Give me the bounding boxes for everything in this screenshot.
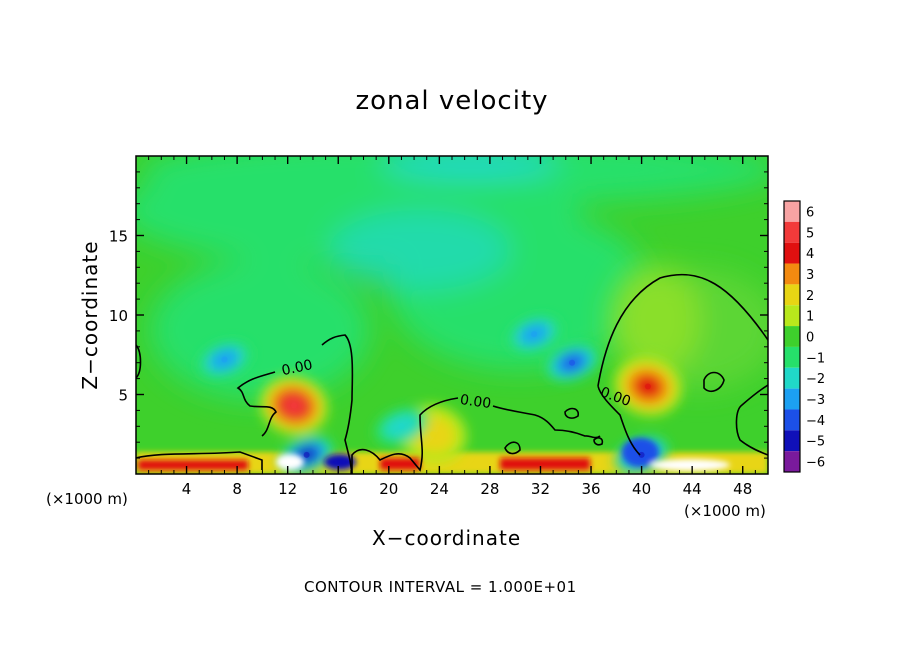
- feature-core-7: [638, 451, 645, 458]
- x-tick-label: 16: [329, 480, 348, 498]
- x-tick-label: 36: [581, 480, 600, 498]
- y-axis-label: Z−coordinate: [78, 240, 102, 390]
- x-unit-label-right: (×1000 m): [684, 502, 766, 520]
- feature-core-5: [569, 359, 576, 366]
- x-tick-label: 4: [182, 480, 192, 498]
- colorbar-swatch: [784, 388, 800, 410]
- colorbar-label: −2: [806, 372, 825, 387]
- y-tick-label: 15: [109, 228, 128, 246]
- x-tick-label: 24: [430, 480, 449, 498]
- colorbar-label: 2: [806, 289, 814, 304]
- colorbar-swatch: [784, 242, 800, 264]
- x-tick-label: 28: [480, 480, 499, 498]
- colorbar-label: −4: [806, 414, 825, 429]
- x-tick-label: 40: [632, 480, 651, 498]
- feature-core-8: [398, 423, 405, 430]
- x-tick-label: 20: [379, 480, 398, 498]
- anomaly-cores: [221, 331, 651, 458]
- feature-core-2: [430, 431, 437, 438]
- colorbar-swatch: [784, 409, 800, 431]
- chart-title: zonal velocity: [355, 86, 549, 116]
- x-tick-label: 12: [278, 480, 297, 498]
- colorbar-label: −5: [806, 435, 825, 450]
- y-tick-label: 5: [118, 387, 128, 405]
- colorbar-swatch: [784, 201, 800, 222]
- colorbar-swatch: [784, 263, 800, 285]
- colorbar-label: 6: [806, 205, 814, 220]
- upper-weak-negative-region: [136, 156, 768, 400]
- feature-core-6: [303, 451, 310, 458]
- x-tick-label: 8: [232, 480, 242, 498]
- colorbar-label: 4: [806, 247, 814, 262]
- colorbar-swatch: [784, 305, 800, 327]
- field-layer: [136, 156, 768, 474]
- colorbar: 6 5 4 3 2 1 0 −1 −2 −3 −4 −5 −6: [783, 200, 825, 473]
- colorbar-label: −6: [806, 456, 825, 471]
- x-unit-label-left: (×1000 m): [46, 490, 128, 508]
- y-tick-label: 10: [109, 307, 128, 325]
- colorbar-label: −1: [806, 351, 825, 366]
- feature-core-4: [531, 331, 538, 338]
- zero-contours: [136, 273, 768, 474]
- feature-core-1: [644, 383, 651, 390]
- x-tick-label: 44: [683, 480, 702, 498]
- feature-core-0: [291, 402, 297, 409]
- colorbar-swatch: [784, 346, 800, 368]
- x-tick-label: 48: [733, 480, 752, 498]
- feature-core-3: [221, 356, 228, 363]
- contour-label: 0.00: [459, 392, 492, 412]
- x-tick-label: 32: [531, 480, 550, 498]
- colorbar-swatch: [784, 430, 800, 452]
- colorbar-frame: [783, 200, 801, 473]
- colorbar-label: 5: [806, 226, 814, 241]
- colorbar-swatch: [784, 451, 800, 472]
- colorbar-label: 3: [806, 268, 814, 283]
- colorbar-swatch: [784, 221, 800, 243]
- colorbar-label: 1: [806, 310, 814, 325]
- colorbar-swatch: [784, 367, 800, 389]
- colorbar-swatch: [784, 326, 800, 347]
- colorbar-swatch: [784, 284, 800, 306]
- contour-label: 0.00: [280, 357, 314, 379]
- colorbar-label: −3: [806, 393, 825, 408]
- contour-interval-note: CONTOUR INTERVAL = 1.000E+01: [304, 578, 577, 596]
- surface-strips: [138, 438, 730, 471]
- colorbar-label: 0: [806, 331, 814, 346]
- x-axis-label: X−coordinate: [372, 526, 522, 550]
